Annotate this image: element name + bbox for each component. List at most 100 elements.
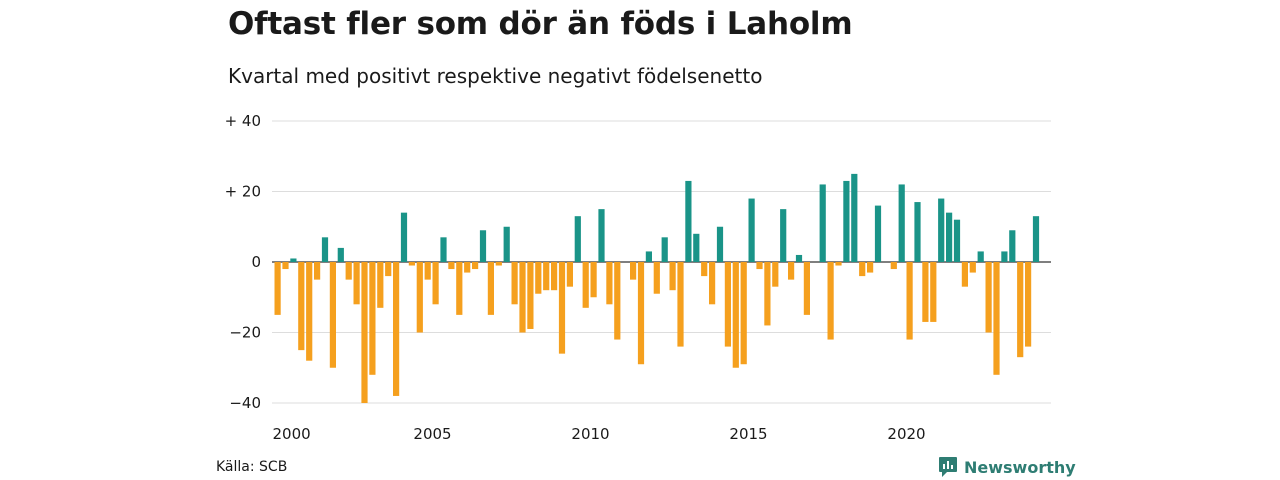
bar-negative [519,262,526,333]
bar-positive [938,198,945,262]
bar-negative [527,262,534,329]
bar-negative [606,262,613,305]
bar-negative [306,262,313,361]
bar-negative [1025,262,1032,347]
bar-positive [780,209,787,263]
newsworthy-logo[interactable]: Newsworthy [938,456,1076,478]
bar-positive [693,233,700,262]
bar-negative [930,262,937,322]
bar-negative [558,262,566,354]
bar-negative [961,262,968,287]
bar-negative [922,262,929,322]
bar-positive [795,254,803,262]
bar-negative [709,262,716,305]
bar-negative [803,262,810,315]
bar-negative [282,262,289,270]
bar-negative [859,262,866,277]
bar-negative [385,262,392,277]
bar-positive [977,251,984,262]
bar-negative [393,262,400,396]
bar-negative [535,262,542,294]
bar-negative [314,262,321,280]
bar-positive [716,226,724,262]
axis-labels: + 40 + 20 0 −20 −40 2000 2005 2010 2015 2020 [225,112,926,443]
bar-negative [495,262,502,266]
bar-negative [614,262,621,340]
bar-negative [298,262,305,351]
bar-negative [701,262,708,277]
bar-negative [732,262,739,368]
bar-negative [408,262,415,266]
bar-positive [874,205,882,262]
newsworthy-logo-icon [939,457,957,477]
bar-negative [827,262,834,340]
bar-negative [985,262,992,333]
bar-negative [637,262,645,365]
x-tick-label: 2005 [413,425,451,443]
bar-positive [479,230,487,262]
bar-positive [400,212,408,262]
bar-negative [432,262,439,305]
bar-negative [906,262,913,340]
bar-negative [764,262,771,326]
bar-negative [353,262,360,305]
bar-positive [1009,230,1016,262]
bar-negative [890,262,897,270]
bar-positive [953,219,961,262]
y-tick-label: + 40 [225,112,261,130]
bar-negative [551,262,558,291]
bar-negative [456,262,463,315]
bar-positive [290,258,297,262]
bar-negative [424,262,431,280]
bar-negative [274,262,281,315]
x-tick-label: 2020 [887,425,925,443]
newsworthy-logo-text: Newsworthy [964,457,1076,477]
bar-negative [590,262,597,298]
bar-positive [946,212,953,262]
y-tick-label: −40 [229,394,261,412]
bar-negative [993,262,1000,375]
bar-negative [756,262,763,270]
y-tick-label: −20 [229,324,261,342]
bar-positive [819,184,826,262]
bar-negative [566,262,573,287]
bar-negative [487,262,494,315]
bar-negative [511,262,518,305]
bar-negative [969,262,976,273]
bar-negative [835,262,842,266]
x-tick-label: 2000 [273,425,311,443]
bar-positive [914,202,921,262]
y-tick-label: + 20 [225,183,261,201]
bar-positive [321,237,329,262]
bar-negative [1017,262,1024,358]
chart-title: Oftast fler som dör än föds i Laholm [228,6,853,42]
bar-negative [677,262,684,347]
bar-negative [724,262,731,347]
bar-positive [1001,251,1008,262]
bar-positive [843,180,850,262]
y-tick-label: 0 [251,253,261,271]
bar-negative [464,262,471,273]
bar-positive [685,180,692,262]
bar-negative [377,262,384,308]
bars [274,173,1040,403]
x-tick-label: 2015 [729,425,767,443]
bar-negative [772,262,779,287]
bar-negative [867,262,874,273]
bar-positive [1032,216,1040,262]
bar-negative [669,262,676,291]
bar-negative [788,262,795,280]
bar-positive [851,173,858,263]
bar-negative [630,262,637,280]
bar-negative [361,262,368,403]
bar-negative [543,262,550,291]
gridlines [272,120,1051,404]
bar-positive [598,209,605,263]
bar-positive [898,184,905,262]
bar-negative [472,262,479,270]
bar-negative [345,262,352,280]
x-tick-label: 2010 [571,425,609,443]
bar-positive [748,198,755,262]
bar-negative [329,262,336,368]
